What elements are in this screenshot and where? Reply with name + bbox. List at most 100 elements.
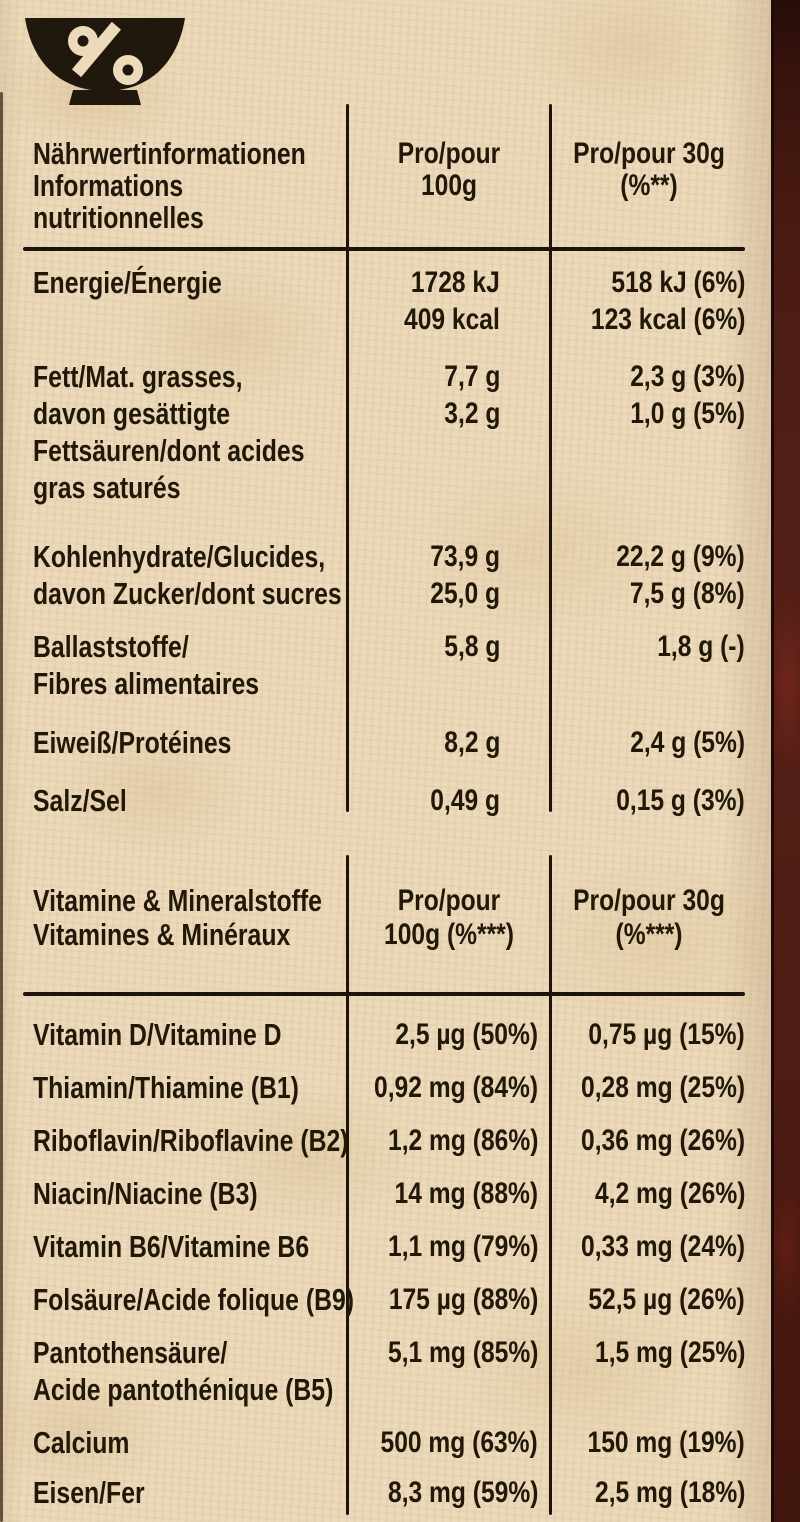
text-line: Vitamine & Mineralstoffe — [33, 883, 322, 918]
row-niacin-per30: 4,2 mg (26%) — [595, 1175, 745, 1212]
text-line: 1,2 mg (86%) — [387, 1124, 538, 1157]
row-salt-per30: 0,15 g (3%) — [616, 782, 745, 819]
row-energy-per100: 1728 kJ 409 kcal — [404, 264, 500, 338]
text-line: Fibres alimentaires — [33, 666, 260, 701]
vitamins-header-title: Vitamine & Mineralstoffe Vitamines & Min… — [33, 884, 322, 952]
text-line: Informations — [33, 168, 184, 203]
table1-header-rule — [23, 247, 745, 251]
text-line: 2,3 g (3%) — [630, 360, 745, 393]
text-line: 8,2 g — [443, 726, 500, 759]
text-line: davon gesättigte — [33, 396, 231, 431]
vitamins-divider-col2 — [346, 855, 349, 1515]
text-line: 0,92 mg (84%) — [373, 1071, 538, 1104]
row-iron-per30: 2,5 mg (18%) — [595, 1474, 745, 1511]
text-line: 2,5 µg (50%) — [395, 1018, 538, 1051]
text-line: 100g — [420, 169, 478, 202]
row-calcium-label: Calcium — [33, 1424, 129, 1461]
text-line: 518 kJ (6%) — [610, 266, 745, 299]
text-line: Fett/Mat. grasses, — [33, 359, 243, 394]
text-line: 5,8 g — [443, 630, 500, 663]
vitamins-header-per30: Pro/pour 30g (%***) — [567, 884, 731, 952]
text-line: Pantothensäure/ — [33, 1335, 228, 1370]
text-line: 73,9 g — [430, 540, 500, 573]
row-carbohydrate-per100: 73,9 g 25,0 g — [430, 538, 500, 612]
row-thiamin-per100: 0,92 mg (84%) — [374, 1069, 538, 1106]
row-iron-label: Eisen/Fer — [33, 1474, 145, 1511]
text-line: (%***) — [615, 918, 683, 951]
row-carbohydrate-per30: 22,2 g (9%) 7,5 g (8%) — [616, 538, 745, 612]
text-line: 25,0 g — [430, 577, 500, 610]
text-line: 0,28 mg (25%) — [580, 1071, 745, 1104]
row-iron-per100: 8,3 mg (59%) — [388, 1474, 538, 1511]
row-protein-per100: 8,2 g — [444, 724, 500, 761]
text-line: 1,1 mg (79%) — [387, 1230, 538, 1263]
text-line: Thiamin/Thiamine (B1) — [33, 1070, 299, 1105]
text-line: Kohlenhydrate/Glucides, — [33, 539, 326, 574]
row-niacin-label: Niacin/Niacine (B3) — [33, 1175, 258, 1212]
text-line: 0,36 mg (26%) — [580, 1124, 745, 1157]
text-line: 1728 kJ — [411, 266, 500, 299]
text-line: 0,15 g (3%) — [616, 784, 745, 817]
text-line: 150 mg (19%) — [587, 1426, 745, 1459]
text-line: 1,8 g (-) — [657, 630, 745, 663]
text-line: 100g (%***) — [384, 918, 514, 951]
table1-divider-col3 — [549, 104, 552, 812]
text-line: Pro/pour 30g — [573, 884, 725, 917]
row-riboflavin-per100: 1,2 mg (86%) — [388, 1122, 538, 1159]
text-line: 22,2 g (9%) — [616, 540, 745, 573]
row-thiamin-per30: 0,28 mg (25%) — [581, 1069, 745, 1106]
row-folic-acid-label: Folsäure/Acide folique (B9) — [33, 1281, 354, 1318]
text-line: Ballaststoffe/ — [33, 629, 189, 664]
text-line: Salz/Sel — [33, 783, 127, 818]
text-line: 0,75 µg (15%) — [588, 1018, 745, 1051]
table1-header-per100: Pro/pour 100g — [365, 138, 534, 202]
row-carbohydrate-label: Kohlenhydrate/Glucides, davon Zucker/don… — [33, 538, 342, 612]
row-fibre-per30: 1,8 g (-) — [658, 628, 745, 665]
percent-bowl-icon — [25, 18, 185, 105]
row-thiamin-label: Thiamin/Thiamine (B1) — [33, 1069, 299, 1106]
text-line: Pro/pour 30g — [573, 137, 725, 170]
vitamins-header-rule — [23, 992, 745, 996]
package-edge-strip — [771, 0, 800, 1522]
row-vitamin-b6-label: Vitamin B6/Vitamine B6 — [33, 1228, 309, 1265]
text-line: Eiweiß/Protéines — [33, 725, 232, 760]
row-vitamin-d-label: Vitamin D/Vitamine D — [33, 1016, 282, 1053]
text-line: Acide pantothénique (B5) — [33, 1372, 334, 1407]
text-line: 175 µg (88%) — [388, 1283, 538, 1316]
row-vitamin-d-per100: 2,5 µg (50%) — [395, 1016, 538, 1053]
row-energy-label: Energie/Énergie — [33, 264, 222, 301]
vitamins-header-per100: Pro/pour 100g (%***) — [365, 884, 534, 952]
row-fat-label: Fett/Mat. grasses, davon gesättigte Fett… — [33, 358, 304, 506]
text-line: 123 kcal (6%) — [590, 303, 745, 336]
text-line: 52,5 µg (26%) — [588, 1283, 745, 1316]
row-pantothenic-acid-per30: 1,5 mg (25%) — [595, 1334, 745, 1371]
table1-header-per30: Pro/pour 30g (%**) — [567, 138, 731, 202]
text-line: 7,7 g — [443, 360, 500, 393]
vitamins-divider-col3 — [549, 855, 552, 1515]
row-fibre-per100: 5,8 g — [444, 628, 500, 665]
row-folic-acid-per30: 52,5 µg (26%) — [589, 1281, 745, 1318]
text-line: 1,5 mg (25%) — [594, 1336, 745, 1369]
row-protein-label: Eiweiß/Protéines — [33, 724, 231, 761]
text-line: Vitamines & Minéraux — [33, 917, 291, 952]
table1-divider-col2 — [346, 104, 349, 812]
text-line: Pro/pour — [397, 884, 501, 917]
text-line: davon Zucker/dont sucres — [33, 576, 342, 611]
text-line: Folsäure/Acide folique (B9) — [33, 1282, 355, 1317]
text-line: Fettsäuren/dont acides — [33, 433, 305, 468]
row-salt-label: Salz/Sel — [33, 782, 127, 819]
row-protein-per30: 2,4 g (5%) — [630, 724, 745, 761]
text-line: Riboflavin/Riboflavine (B2) — [33, 1123, 349, 1158]
row-pantothenic-acid-per100: 5,1 mg (85%) — [388, 1334, 538, 1371]
row-pantothenic-acid-label: Pantothensäure/ Acide pantothénique (B5) — [33, 1334, 333, 1408]
row-energy-per30: 518 kJ (6%) 123 kcal (6%) — [590, 264, 745, 338]
text-line: 2,5 mg (18%) — [594, 1476, 745, 1509]
row-vitamin-b6-per100: 1,1 mg (79%) — [388, 1228, 538, 1265]
text-line: 1,0 g (5%) — [630, 397, 745, 430]
row-salt-per100: 0,49 g — [430, 782, 500, 819]
text-line: Vitamin D/Vitamine D — [33, 1017, 282, 1052]
row-calcium-per30: 150 mg (19%) — [588, 1424, 745, 1461]
package-fold-edge — [0, 92, 3, 1522]
text-line: 4,2 mg (26%) — [594, 1177, 745, 1210]
